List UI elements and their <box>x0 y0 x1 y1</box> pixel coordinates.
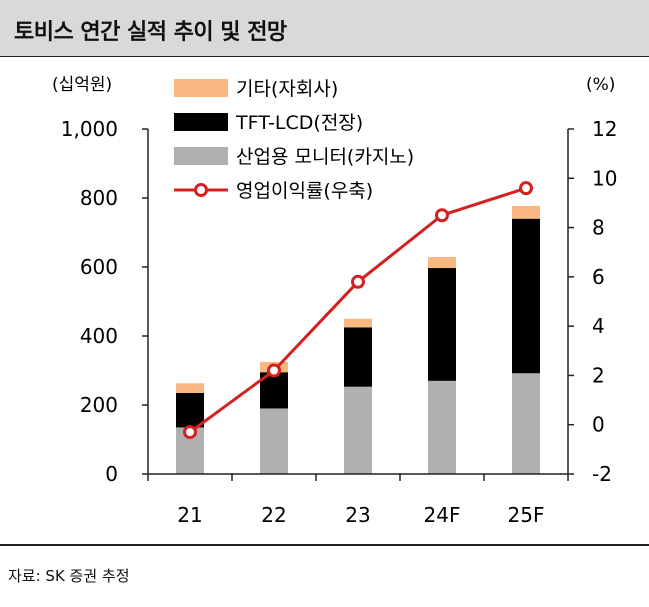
bar-segment <box>344 327 372 387</box>
legend-label: TFT-LCD(전장) <box>235 112 363 134</box>
margin-point <box>183 425 197 440</box>
bar-segment <box>512 205 540 219</box>
legend-swatch <box>174 113 228 131</box>
right-tick-label: 2 <box>592 363 605 387</box>
legend-label: 산업용 모니터(카지노) <box>236 146 414 168</box>
title-bar: 토비스 연간 실적 추이 및 전망 <box>0 0 649 57</box>
margin-point <box>519 181 533 196</box>
bar-segment <box>344 386 372 474</box>
legend-marker <box>194 183 208 197</box>
bar-segment <box>512 373 540 474</box>
left-tick-label: 200 <box>80 393 118 417</box>
bottom-rule <box>0 544 649 546</box>
x-tick-label: 25F <box>508 503 545 527</box>
left-tick-label: 600 <box>80 255 118 279</box>
right-tick-label: 0 <box>592 413 605 437</box>
bar-segment <box>428 380 456 474</box>
right-tick-label: -2 <box>592 462 612 486</box>
left-tick-label: 0 <box>105 462 118 486</box>
left-tick-label: 800 <box>80 186 118 210</box>
chart: (십억원) (%) 0 200 400 600 800 1,000 -2 0 2 4 6 8 10 12 21 2… <box>52 75 617 527</box>
legend-swatch <box>174 79 228 97</box>
right-tick-label: 12 <box>592 117 617 141</box>
x-tick-label: 24F <box>424 503 461 527</box>
right-tick-label: 8 <box>592 216 605 240</box>
x-tick-label: 23 <box>345 503 370 527</box>
bar-segment <box>512 218 540 374</box>
left-tick-label: 400 <box>80 324 118 348</box>
bar-segment <box>260 408 288 474</box>
right-tick-label: 4 <box>592 314 605 338</box>
x-tick-label: 21 <box>177 503 202 527</box>
right-tick-label: 6 <box>592 265 605 289</box>
source-note: 자료: SK 증권 추정 <box>8 567 130 585</box>
legend-label: 영업이익률(우축) <box>236 180 373 202</box>
right-axis-unit: (%) <box>586 75 615 95</box>
bar-segment <box>428 268 456 381</box>
margin-point <box>267 363 281 378</box>
bar-segment <box>176 383 204 393</box>
bar-segment <box>344 318 372 328</box>
bar-segment <box>176 392 204 428</box>
legend-swatch <box>174 147 228 165</box>
left-tick-label: 1,000 <box>61 117 118 141</box>
chart-title: 토비스 연간 실적 추이 및 전망 <box>14 20 287 45</box>
legend-label: 기타(자회사) <box>236 78 338 100</box>
bar-segment <box>428 256 456 269</box>
right-tick-label: 10 <box>592 166 617 190</box>
margin-point <box>351 274 365 289</box>
margin-point <box>435 208 449 223</box>
x-tick-label: 22 <box>261 503 286 527</box>
left-axis-unit: (십억원) <box>52 75 112 95</box>
